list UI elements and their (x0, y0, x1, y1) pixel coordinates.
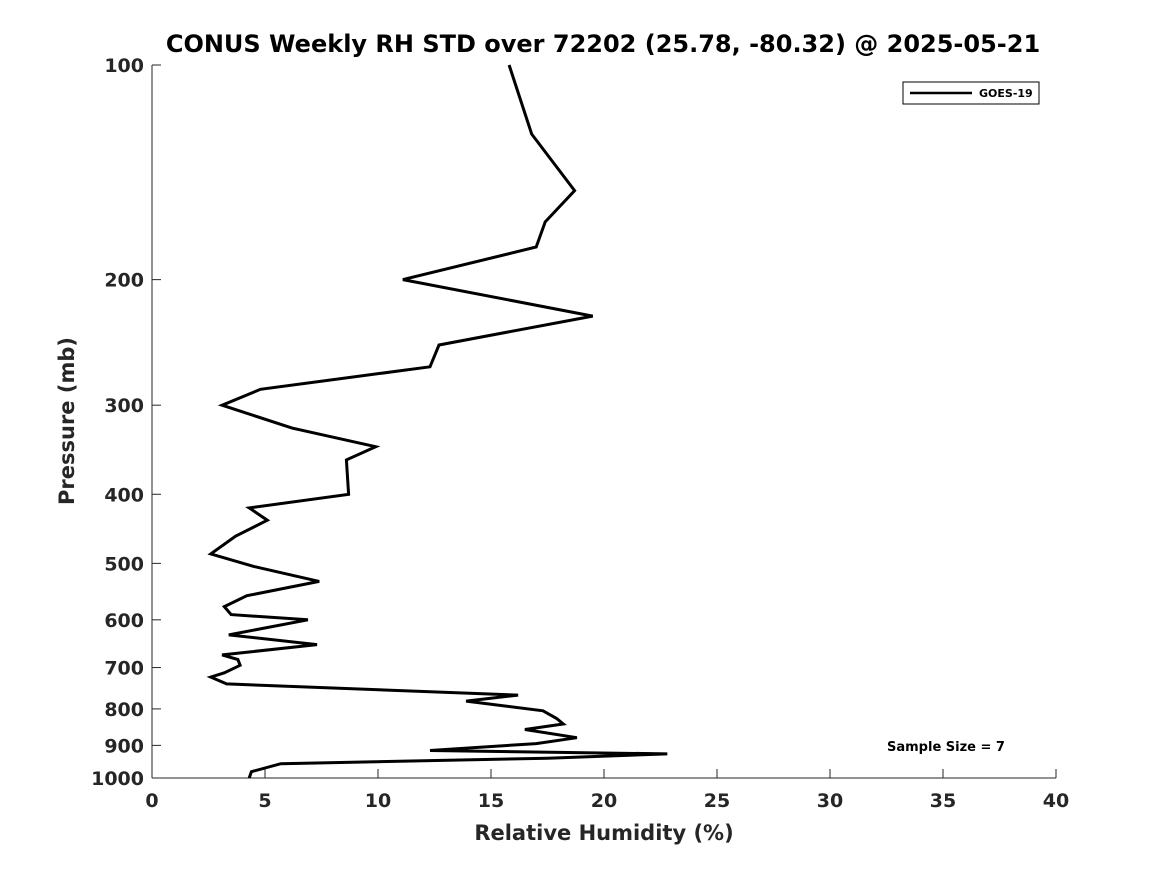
plot-area-frame (152, 65, 1056, 778)
y-tick-label: 700 (104, 658, 144, 680)
y-axis-ticks: 100 200 300 400 500 600 700 800 900 1000 (91, 55, 161, 790)
x-tick-label: 25 (704, 790, 730, 812)
x-tick-label: 30 (817, 790, 843, 812)
legend-label-goes-19: GOES-19 (979, 87, 1033, 100)
sample-size-annotation: Sample Size = 7 (887, 740, 1005, 755)
y-tick-label: 1000 (91, 768, 144, 790)
y-tick-label: 200 (104, 270, 144, 292)
y-tick-label: 900 (104, 735, 144, 757)
y-tick-label: 400 (104, 484, 144, 506)
chart-title: CONUS Weekly RH STD over 72202 (25.78, -… (166, 30, 1040, 58)
y-tick-label: 100 (104, 55, 144, 77)
x-tick-label: 15 (478, 790, 504, 812)
x-tick-label: 35 (930, 790, 956, 812)
x-tick-label: 5 (258, 790, 271, 812)
y-axis-label: Pressure (mb) (55, 337, 79, 505)
x-axis-label: Relative Humidity (%) (474, 821, 733, 845)
series-line-goes-19 (206, 64, 668, 779)
y-tick-label: 300 (104, 395, 144, 417)
x-tick-label: 0 (145, 790, 158, 812)
x-tick-label: 20 (591, 790, 617, 812)
x-tick-label: 40 (1043, 790, 1069, 812)
x-tick-label: 10 (365, 790, 391, 812)
legend: GOES-19 (902, 81, 1040, 105)
y-tick-label: 500 (104, 553, 144, 575)
series-layer (206, 64, 668, 779)
y-tick-label: 800 (104, 699, 144, 721)
x-axis-ticks: 0 5 10 15 20 25 30 35 40 (145, 769, 1069, 812)
y-tick-label: 600 (104, 610, 144, 632)
